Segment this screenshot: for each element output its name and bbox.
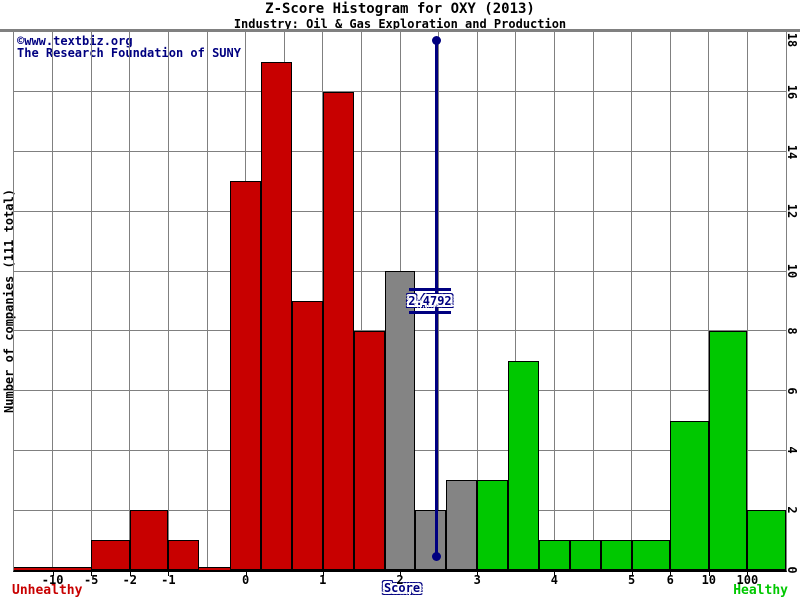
marker-value-label: 2.4792: [408, 294, 452, 308]
gridline-vertical: [476, 32, 478, 570]
x-tick-label: 0: [241, 573, 250, 587]
gridline-vertical: [669, 32, 671, 570]
histogram-bar-zero: [14, 567, 53, 570]
y-tick-label: 4: [785, 446, 799, 455]
y-tick-label: 8: [785, 327, 799, 335]
histogram-bar: [747, 510, 786, 570]
histogram-bar: [569, 540, 601, 570]
histogram-bar: [353, 330, 385, 570]
x-tick-mark: [400, 570, 401, 576]
histogram-bar: [477, 480, 509, 570]
histogram-bar: [291, 301, 323, 570]
gridline-vertical: [592, 32, 594, 570]
marker-line: [435, 40, 439, 556]
gridline-vertical: [167, 32, 169, 570]
gridline-vertical: [631, 32, 633, 570]
gridline-horizontal: [14, 91, 786, 93]
histogram-bar: [415, 510, 447, 570]
y-tick-label: 0: [785, 566, 799, 574]
histogram-bar: [261, 61, 292, 570]
x-tick-mark: [554, 570, 556, 576]
gridline-vertical: [553, 32, 555, 570]
y-tick-label: 2: [785, 506, 799, 514]
x-tick-mark: [708, 570, 710, 576]
marker-crossbar: [408, 288, 451, 291]
x-tick-mark: [477, 570, 479, 576]
x-axis-title: Score: [383, 581, 421, 595]
gridline-vertical: [90, 32, 92, 570]
x-tick-mark: [168, 570, 170, 576]
gridline-vertical: [129, 32, 131, 570]
x-tick-label: 2: [396, 573, 404, 587]
histogram-bar: [631, 540, 671, 570]
gridline-vertical: [438, 32, 440, 570]
histogram-bar-zero: [52, 567, 92, 570]
y-tick-label: 12: [785, 204, 799, 219]
marker-bottom-dot: [432, 551, 442, 561]
histogram-bar: [230, 181, 262, 570]
histogram-bar: [91, 540, 130, 570]
x-tick-label: -2: [122, 573, 138, 587]
x-tick-label: -1: [161, 573, 176, 587]
y-tick-label: 14: [785, 144, 799, 159]
gridline-horizontal: [14, 210, 786, 212]
plot-area: [13, 32, 787, 572]
x-tick-mark: [129, 570, 131, 576]
gridline-vertical: [708, 32, 710, 570]
watermark-url: ©www.textbiz.org: [17, 34, 133, 48]
unhealthy-zone-label: Unhealthy: [12, 583, 83, 598]
gridline-vertical: [515, 32, 517, 570]
histogram-bar: [600, 540, 632, 570]
histogram-bar: [538, 540, 570, 570]
x-tick-label: 5: [627, 573, 636, 587]
histogram-bar: [129, 510, 169, 570]
gridline-vertical: [206, 32, 208, 570]
y-tick-label: 10: [785, 263, 799, 279]
x-tick-label: -5: [83, 573, 99, 587]
chart-title: Z-Score Histogram for OXY (2013): [265, 1, 535, 17]
gridline-vertical: [52, 32, 54, 570]
histogram-bar: [446, 480, 478, 570]
x-tick-label: 6: [666, 573, 674, 587]
x-tick-label: 3: [473, 573, 481, 587]
y-tick-label: 18: [785, 32, 799, 48]
marker-crossbar: [408, 311, 451, 314]
gridline-horizontal: [14, 151, 786, 153]
histogram-bar: [168, 540, 200, 570]
histogram-bar: [384, 271, 416, 570]
x-tick-mark: [670, 570, 672, 576]
x-tick-label: 1: [319, 573, 327, 587]
x-tick-label: 100: [736, 573, 759, 587]
top-border-line: [0, 29, 800, 32]
x-tick-label: 10: [701, 573, 717, 587]
histogram-bar: [670, 420, 709, 570]
histogram-bar: [708, 330, 748, 570]
histogram-bar-zero: [199, 567, 231, 570]
watermark-org: The Research Foundation of SUNY: [17, 46, 241, 60]
y-tick-label: 6: [785, 387, 799, 395]
histogram-bar: [508, 360, 539, 570]
x-tick-mark: [747, 570, 749, 576]
gridline-vertical: [746, 32, 748, 570]
x-tick-mark: [322, 570, 324, 576]
histogram-bar: [322, 91, 354, 570]
x-tick-mark: [91, 570, 93, 576]
healthy-zone-label: Healthy: [733, 583, 788, 598]
chart-subtitle: Industry: Oil & Gas Exploration and Prod…: [233, 17, 567, 31]
x-tick-label: 4: [550, 573, 559, 587]
marker-top-dot: [432, 35, 442, 45]
x-tick-mark: [245, 570, 247, 576]
y-tick-label: 16: [785, 84, 799, 99]
x-tick-mark: [52, 570, 54, 576]
x-tick-label: -10: [41, 573, 64, 587]
x-tick-mark: [631, 570, 633, 576]
gridline-vertical: [360, 32, 362, 570]
